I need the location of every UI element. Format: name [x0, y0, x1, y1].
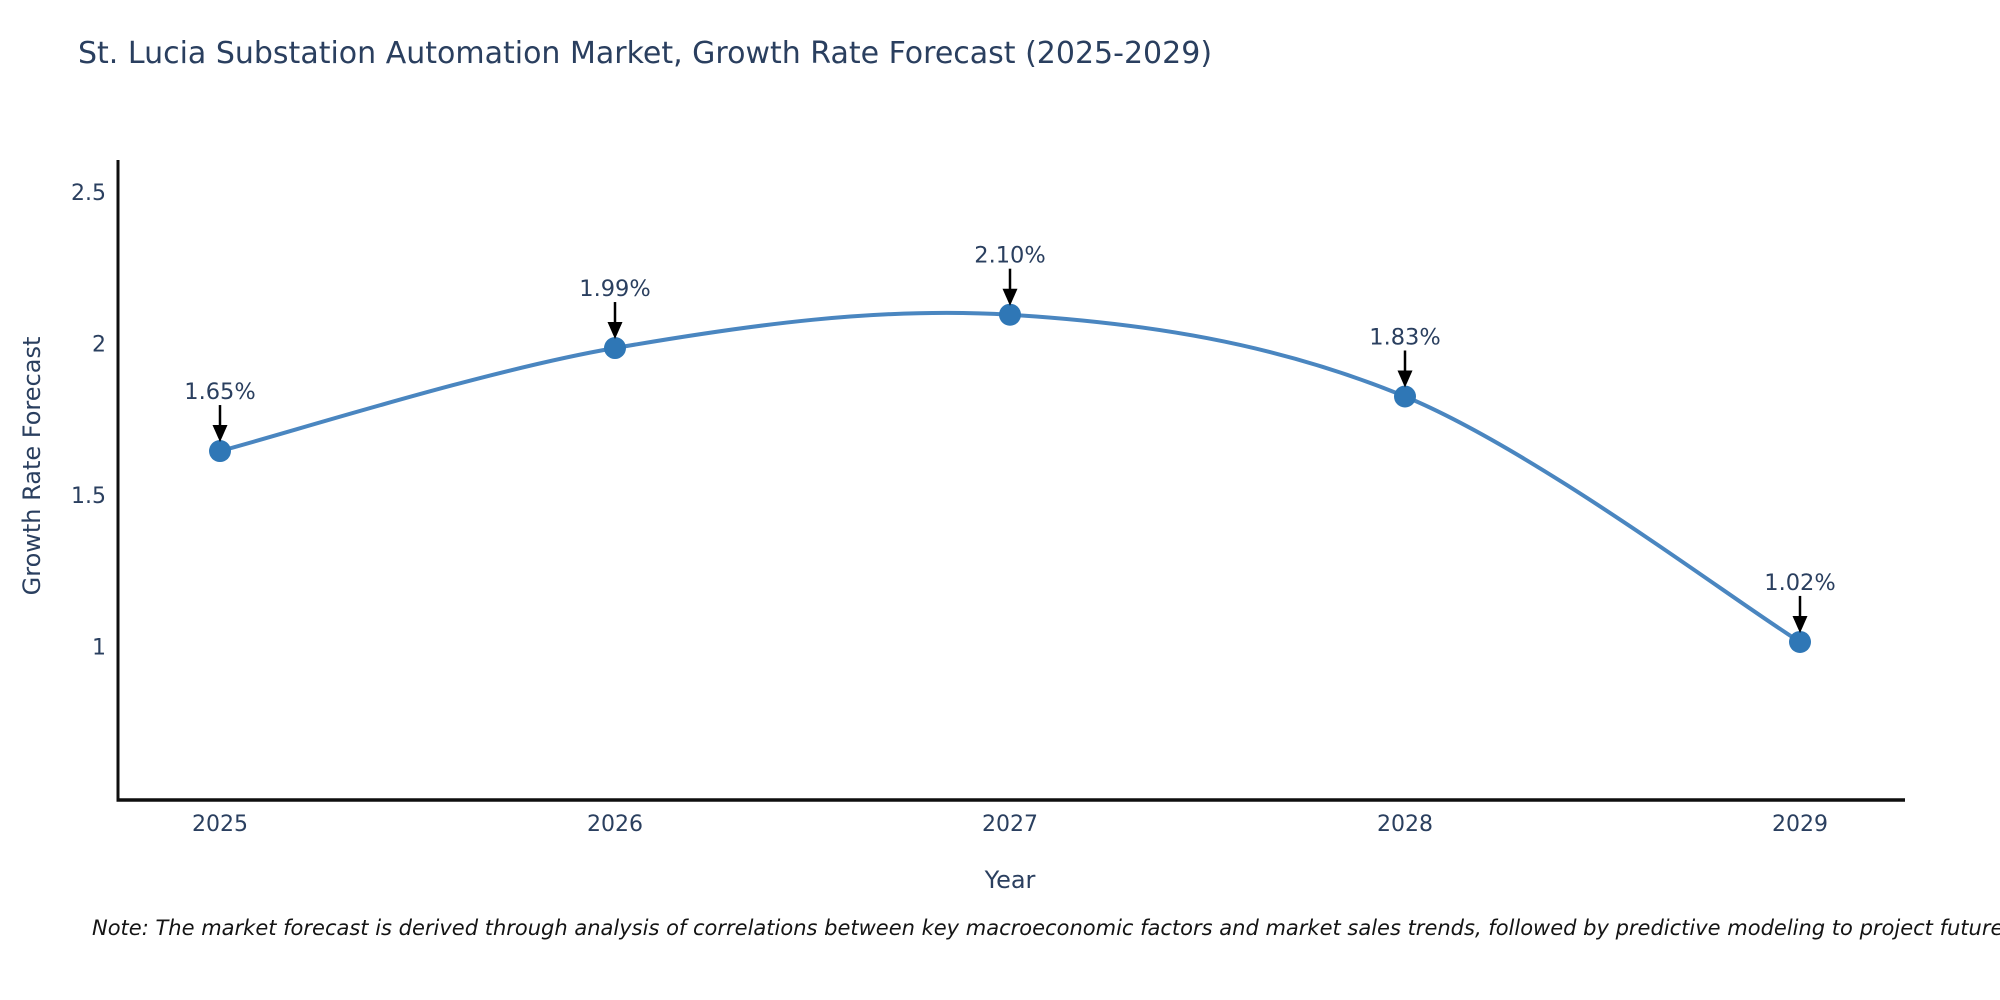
data-point-label: 2.10% [974, 243, 1045, 269]
trend-line [219, 310, 1802, 644]
data-point-label: 1.99% [579, 276, 650, 302]
data-point-marker [1394, 385, 1416, 408]
annotation-arrow-head [607, 322, 623, 340]
annotation-arrow-head [1792, 615, 1808, 633]
y-tick-label: 2.5 [71, 181, 106, 206]
footnote: Note: The market forecast is derived thr… [92, 916, 2000, 940]
x-tick-label: 2026 [587, 812, 643, 837]
x-tick-label: 2028 [1377, 812, 1433, 837]
x-tick-label: 2029 [1772, 812, 1828, 837]
data-point-marker [999, 303, 1021, 326]
data-point-label: 1.02% [1764, 570, 1835, 596]
data-point-label: 1.83% [1369, 325, 1440, 351]
data-point-marker [1789, 630, 1811, 653]
annotation-arrow-head [212, 425, 228, 443]
y-tick-label: 1.5 [71, 484, 106, 509]
x-tick-label: 2025 [192, 812, 248, 837]
y-tick-label: 1 [92, 636, 106, 661]
data-point-marker [604, 337, 626, 360]
y-tick-label: 2 [92, 333, 106, 358]
chart-title: St. Lucia Substation Automation Market, … [78, 36, 1213, 71]
data-point-marker [209, 440, 231, 463]
x-axis-title: Year [984, 866, 1036, 894]
x-tick-label: 2027 [982, 812, 1038, 837]
annotation-arrow-head [1397, 370, 1413, 388]
data-point-label: 1.65% [184, 379, 255, 405]
annotation-arrow-head [1002, 288, 1018, 306]
